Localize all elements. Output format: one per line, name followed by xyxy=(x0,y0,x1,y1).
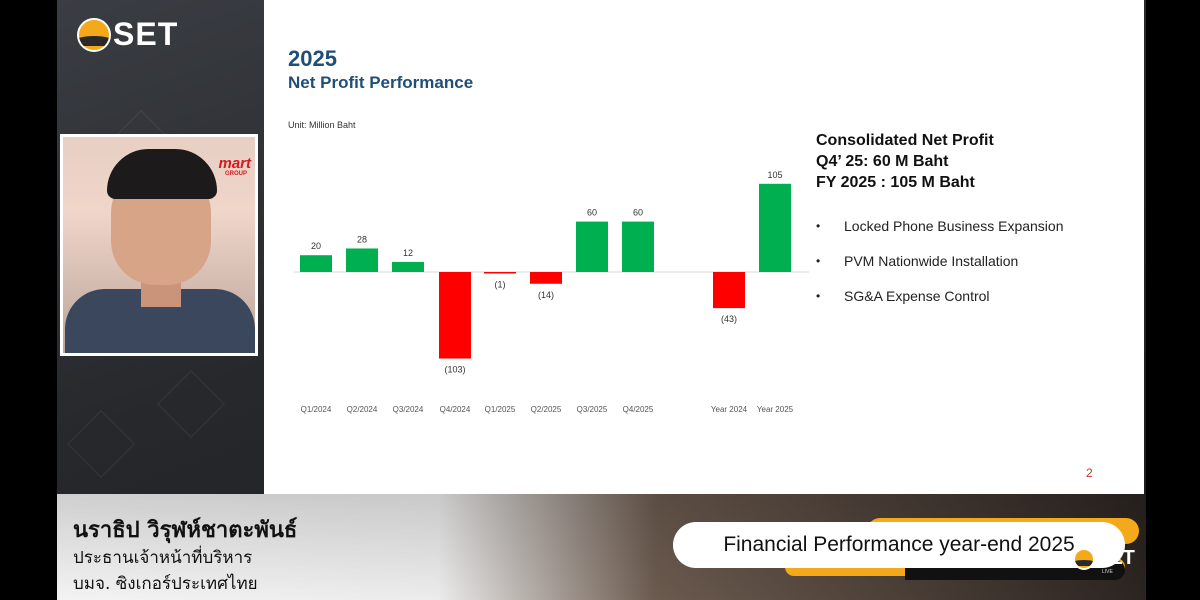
bullet-text: SG&A Expense Control xyxy=(844,287,990,304)
summary-line: Q4’ 25: 60 M Baht xyxy=(816,153,949,170)
chart-data-label: 28 xyxy=(357,234,367,244)
bullet-text: Locked Phone Business Expansion xyxy=(844,217,1064,234)
bullet-text: PVM Nationwide Installation xyxy=(844,252,1019,269)
speaker-position: ประธานเจ้าหน้าที่บริหาร xyxy=(73,548,253,568)
speaker-hair xyxy=(107,149,217,199)
chart-data-label: 60 xyxy=(633,208,643,218)
bullet-icon: • xyxy=(816,253,821,268)
chart-data-label: 60 xyxy=(587,208,597,218)
set-live-logo-text: SET xyxy=(1096,547,1135,569)
slide-year: 2025 xyxy=(288,46,337,71)
background-hexagon xyxy=(67,410,135,478)
event-title-pill: Financial Performance year-end 2025 xyxy=(673,522,1125,568)
chart-bar xyxy=(622,221,654,272)
set-logo-text: SET xyxy=(113,16,179,52)
chart-data-label: 105 xyxy=(767,170,782,180)
chart-category-label: Q2/2024 xyxy=(347,405,378,414)
chart-category-label: Year 2025 xyxy=(757,405,794,414)
chart-data-label: (43) xyxy=(721,314,737,324)
chart-bar xyxy=(759,183,791,272)
set-logo-icon xyxy=(77,17,111,52)
letterbox-left xyxy=(0,0,57,600)
chart-category-label: Q4/2025 xyxy=(623,405,654,414)
chart-data-label: 20 xyxy=(311,241,321,251)
chart-data-label: 12 xyxy=(403,248,413,258)
chart-bar xyxy=(576,221,608,272)
chart-category-label: Year 2024 xyxy=(711,405,748,414)
speaker-company: บมจ. ซิงเกอร์ประเทศไทย xyxy=(73,574,258,594)
chart-bar xyxy=(484,272,516,274)
bullet-icon: • xyxy=(816,288,821,303)
list-item: • Locked Phone Business Expansion xyxy=(816,208,1063,243)
set-live-logo: SET xyxy=(1073,547,1135,570)
chart-category-label: Q4/2024 xyxy=(440,405,471,414)
chart-unit-label: Unit: Million Baht xyxy=(288,120,356,130)
list-item: • SG&A Expense Control xyxy=(816,278,1063,313)
chart-bar xyxy=(346,248,378,272)
camera-backdrop-brand: mart xyxy=(218,155,251,172)
profit-summary: Consolidated Net Profit Q4’ 25: 60 M Bah… xyxy=(816,130,994,193)
chart-data-label: (103) xyxy=(444,365,465,375)
net-profit-chart: 20 Q1/2024 28 Q2/2024 12 Q3/2024 (103) Q4/2024 (… xyxy=(294,170,809,414)
chart-category-label: Q2/2025 xyxy=(531,405,562,414)
highlights-list: • Locked Phone Business Expansion • PVM … xyxy=(816,208,1063,313)
speaker-name: นราธิป วิรุฬห์ชาตะพันธ์ xyxy=(73,518,298,543)
chart-data-label: (1) xyxy=(495,280,506,290)
chart-category-label: Q1/2025 xyxy=(485,405,516,414)
broadcast-frame: SET mart GROUP 2025 Net Profit Performan… xyxy=(57,0,1146,600)
summary-line: Consolidated Net Profit xyxy=(816,132,994,149)
list-item: • PVM Nationwide Installation xyxy=(816,243,1063,278)
letterbox-right xyxy=(1146,0,1200,600)
presentation-slide: 2025 Net Profit Performance Unit: Millio… xyxy=(264,0,1144,494)
set-live-logo-sub: LIVE xyxy=(1102,569,1113,575)
background-hexagon xyxy=(157,370,225,438)
slide-page-number: 2 xyxy=(1086,466,1093,480)
event-title: Financial Performance year-end 2025 xyxy=(723,533,1075,556)
chart-bar xyxy=(530,272,562,284)
chart-bar xyxy=(392,261,424,272)
chart-category-label: Q3/2024 xyxy=(393,405,424,414)
chart-category-label: Q1/2024 xyxy=(301,405,332,414)
chart-bar xyxy=(439,272,471,359)
chart-bar xyxy=(300,255,332,272)
chart-category-label: Q3/2025 xyxy=(577,405,608,414)
set-live-logo-icon xyxy=(1073,547,1095,570)
bullet-icon: • xyxy=(816,218,821,233)
speaker-camera-feed: mart GROUP xyxy=(60,134,258,356)
chart-data-label: (14) xyxy=(538,290,554,300)
summary-line: FY 2025 : 105 M Baht xyxy=(816,174,975,191)
chart-bar xyxy=(713,272,745,309)
set-logo: SET xyxy=(77,16,178,53)
slide-title: Net Profit Performance xyxy=(288,73,474,92)
camera-backdrop-brand-sub: GROUP xyxy=(224,171,247,177)
